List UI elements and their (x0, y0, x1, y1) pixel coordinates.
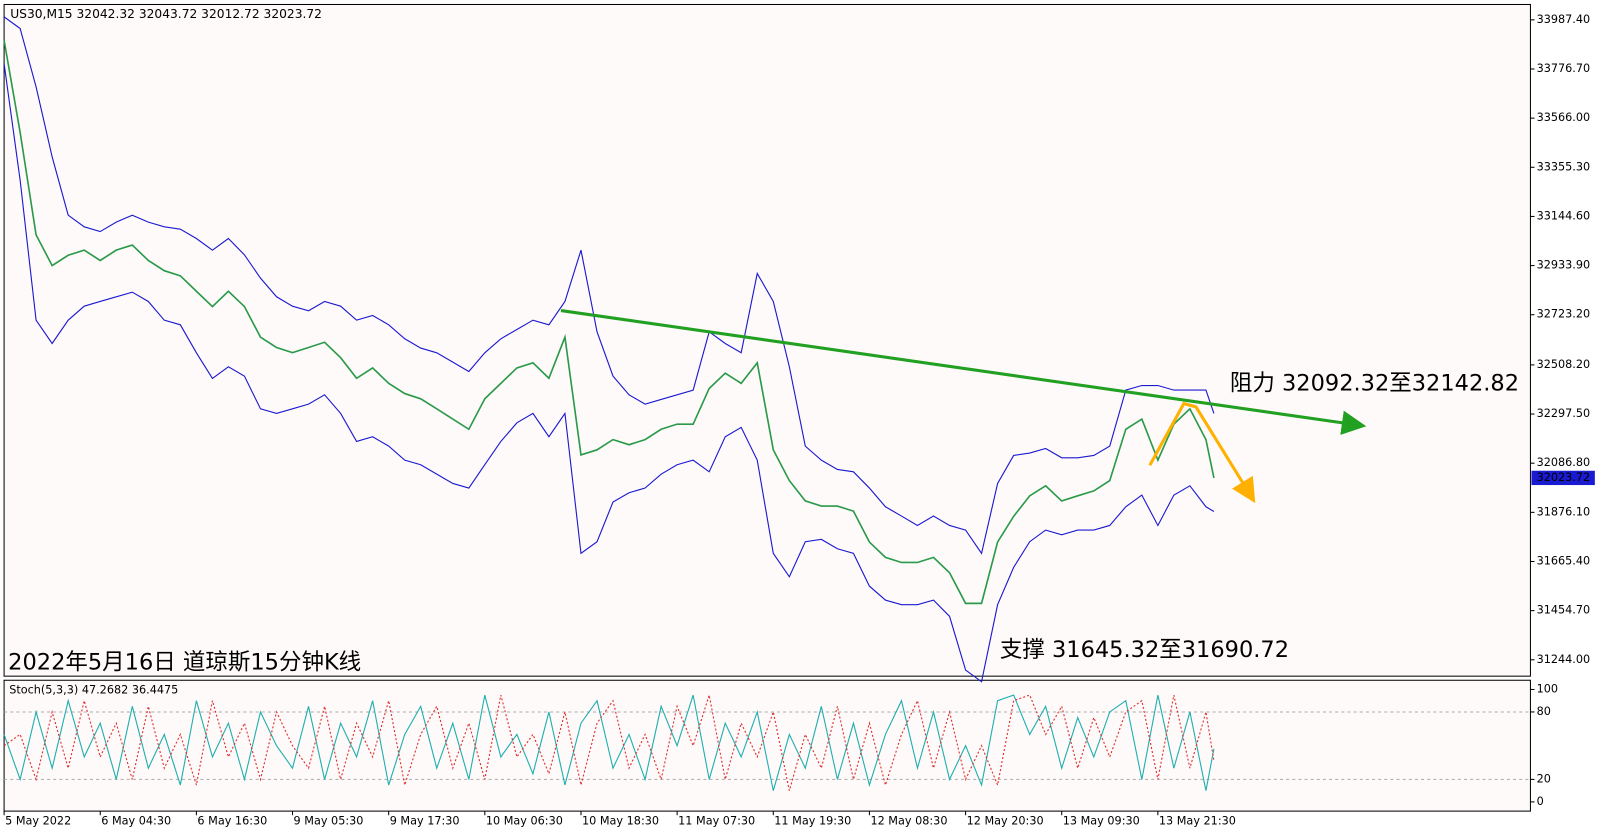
x-tick-label: 12 May 08:30 (870, 814, 947, 827)
x-tick-label: 6 May 04:30 (101, 814, 171, 827)
stoch-title: Stoch(5,3,3) 47.2682 36.4475 (9, 683, 178, 696)
last-price-box (1531, 470, 1595, 486)
last-price-label: 32023.72 (1537, 471, 1591, 484)
x-tick-label: 13 May 09:30 (1063, 814, 1140, 827)
x-tick-label: 5 May 2022 (5, 814, 71, 827)
y-tick-label: 31244.00 (1537, 653, 1591, 666)
x-tick-label: 13 May 21:30 (1159, 814, 1236, 827)
y-tick-label: 20 (1537, 772, 1551, 785)
y-tick-label: 32297.50 (1537, 407, 1591, 420)
x-tick-label: 6 May 16:30 (197, 814, 267, 827)
series-line (3, 694, 1215, 791)
y-tick-label: 33355.30 (1537, 160, 1591, 173)
trendline (1148, 401, 1256, 504)
y-tick-label: 100 (1537, 682, 1558, 695)
y-tick-label: 31454.70 (1537, 604, 1591, 617)
stoch-panel (3, 679, 1531, 812)
y-tick-label: 33144.60 (1537, 209, 1591, 222)
x-tick-label: 12 May 20:30 (967, 814, 1044, 827)
y-tick-label: 32933.90 (1537, 259, 1591, 272)
y-tick-label: 31665.40 (1537, 554, 1591, 567)
series-line (3, 63, 1215, 683)
series-line (3, 40, 1215, 605)
y-tick-label: 33566.00 (1537, 111, 1591, 124)
chart-title: 2022年5月16日 道琼斯15分钟K线 (8, 649, 361, 675)
y-tick-label: 31876.10 (1537, 505, 1591, 518)
y-tick-label: 32723.20 (1537, 308, 1591, 321)
y-tick-label: 0 (1537, 795, 1544, 808)
y-tick-label: 80 (1537, 705, 1551, 718)
resistance-label: 阻力 32092.32至32142.82 (1230, 370, 1519, 396)
x-tick-label: 9 May 05:30 (294, 814, 364, 827)
y-tick-label: 32086.80 (1537, 456, 1591, 469)
y-tick-label: 33987.40 (1537, 13, 1591, 26)
x-tick-label: 11 May 07:30 (678, 814, 755, 827)
series-line (3, 694, 1215, 791)
trendline (560, 309, 1367, 435)
x-tick-label: 10 May 18:30 (582, 814, 659, 827)
y-tick-label: 33776.70 (1537, 62, 1591, 75)
x-tick-label: 9 May 17:30 (390, 814, 460, 827)
series-line (3, 16, 1215, 555)
x-tick-label: 11 May 19:30 (774, 814, 851, 827)
x-tick-label: 10 May 06:30 (486, 814, 563, 827)
header: US30,M15 32042.32 32043.72 32012.72 3202… (10, 7, 322, 21)
support-label: 支撑 31645.32至31690.72 (1000, 637, 1289, 663)
y-tick-label: 32508.20 (1537, 358, 1591, 371)
